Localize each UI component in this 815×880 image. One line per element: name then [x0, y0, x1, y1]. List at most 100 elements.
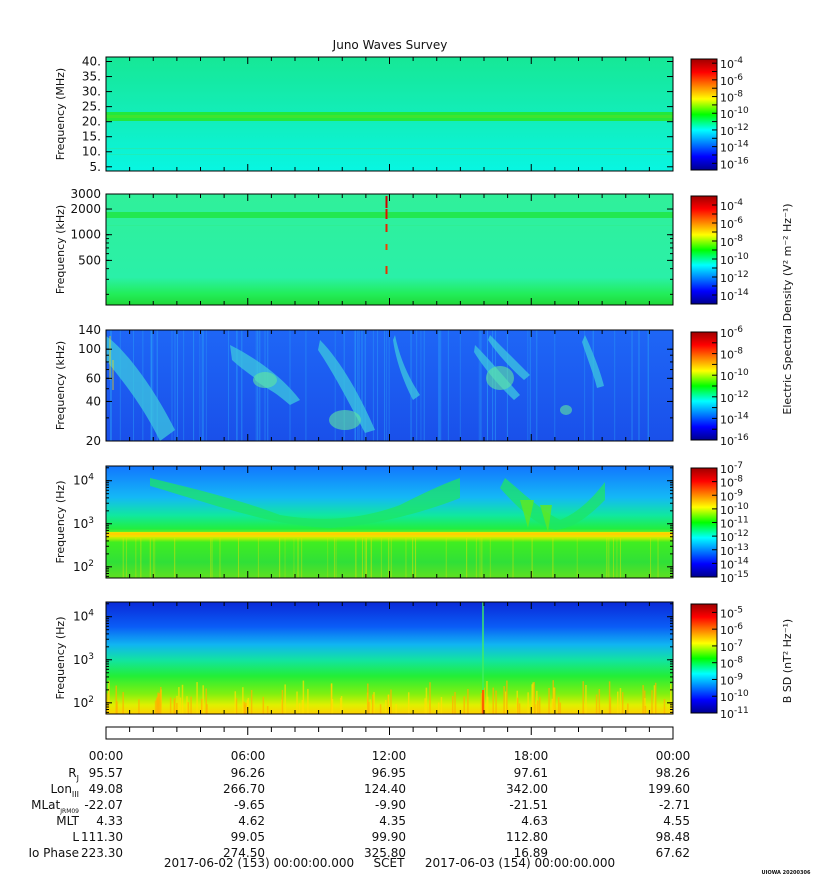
- ephemeris-value: 325.80: [364, 846, 406, 860]
- colorbar-exponent: -16: [734, 433, 749, 443]
- stripe: [125, 538, 127, 578]
- stripe: [592, 330, 594, 441]
- colorbar-label: 10-5: [720, 605, 743, 620]
- colorbar-exponent: -11: [734, 516, 749, 526]
- spike: [407, 692, 410, 714]
- colorbar-exponent: -5: [734, 605, 743, 615]
- spike: [531, 684, 533, 714]
- stripe: [384, 330, 386, 441]
- spike: [440, 697, 443, 714]
- spike: [115, 685, 117, 714]
- y-tick-label: 102: [73, 695, 94, 710]
- y-tick-label: 20.: [82, 115, 101, 129]
- spike: [551, 698, 554, 714]
- stripe: [355, 538, 357, 578]
- stripe: [135, 538, 137, 578]
- spike: [298, 703, 301, 714]
- stripe: [466, 538, 468, 578]
- stripe: [151, 330, 153, 441]
- ephemeris-subscript: J: [76, 774, 79, 783]
- colorbar-exponent: -14: [734, 556, 749, 566]
- colorbar-exponent: -10: [734, 502, 749, 512]
- ephemeris-label: MLatJRM09: [31, 798, 79, 815]
- stripe: [647, 330, 649, 441]
- spike: [553, 687, 555, 714]
- spike: [653, 685, 656, 714]
- y-tick-label: 20: [86, 434, 101, 448]
- stripe: [614, 330, 616, 441]
- spike: [483, 687, 486, 714]
- spike: [302, 680, 305, 714]
- stripe: [584, 330, 586, 441]
- stripe: [201, 330, 203, 441]
- stripe: [486, 330, 488, 441]
- stripe: [447, 330, 449, 441]
- spike: [250, 690, 253, 714]
- stripe: [631, 330, 633, 441]
- colorbar-5-title: B SD (nT² Hz⁻¹): [781, 619, 794, 703]
- colorbar-exponent: -8: [734, 90, 743, 100]
- stripe: [487, 330, 489, 441]
- stripe: [174, 330, 176, 441]
- spike: [108, 680, 110, 714]
- ephemeris-subscript: III: [72, 790, 79, 799]
- colorbar-exponent: -9: [734, 488, 743, 498]
- ephemeris-value: 266.70: [223, 782, 265, 796]
- colorbar-label: 10-8: [720, 656, 743, 671]
- footer-end: 2017-06-03 (154) 00:00:00.000: [425, 856, 615, 870]
- y-tick-label: 104: [73, 473, 94, 488]
- colorbar-label: 10-12: [720, 270, 749, 285]
- colorbar-label: 10-7: [720, 639, 743, 654]
- spike: [339, 697, 342, 714]
- spike: [582, 681, 584, 714]
- ephemeris-value: -21.51: [509, 798, 548, 812]
- spike: [247, 697, 250, 714]
- spike: [187, 702, 190, 714]
- spike: [154, 700, 157, 714]
- spike: [281, 689, 284, 714]
- colorbar-exponent: -14: [734, 140, 749, 150]
- ephemeris-value: 199.60: [648, 782, 690, 796]
- stripes: [122, 538, 659, 578]
- spike: [176, 702, 178, 714]
- y-tick-label: 100: [78, 342, 101, 356]
- colorbar-label: 10-4: [720, 198, 743, 213]
- colorbar-exponent: -10: [734, 252, 749, 262]
- spike: [234, 691, 237, 714]
- ephemeris-value: 342.00: [506, 782, 548, 796]
- stripe: [333, 538, 335, 578]
- y-tick-label: 2000: [70, 202, 101, 216]
- stripe: [327, 538, 329, 578]
- y-tick-label: 60: [86, 371, 101, 385]
- stripe: [255, 330, 257, 441]
- ephemeris-value: 98.26: [656, 766, 690, 780]
- stripe: [284, 538, 286, 578]
- ephemeris-value: 16.89: [514, 846, 548, 860]
- stripe: [293, 538, 295, 578]
- ephemeris-value: 4.55: [663, 814, 690, 828]
- stripe: [489, 538, 491, 578]
- stripe: [416, 330, 418, 441]
- stripe: [361, 330, 363, 441]
- y-tick-label: 40: [86, 394, 101, 408]
- stripe: [650, 538, 652, 578]
- colorbar-label: 10-10: [720, 106, 749, 121]
- spike: [480, 693, 483, 714]
- stripe: [478, 330, 480, 441]
- colorbar-label: 10-8: [720, 234, 743, 249]
- colorbar-exponent: -15: [734, 570, 749, 580]
- stripe: [459, 330, 461, 441]
- y-tick-exponent: 4: [88, 473, 94, 483]
- panel-1-spectrogram: [106, 57, 673, 171]
- y-tick-label: 500: [78, 253, 101, 267]
- spike: [492, 687, 494, 714]
- spike: [158, 693, 161, 714]
- spike: [608, 681, 611, 714]
- stripe: [529, 330, 531, 441]
- ephemeris-value: -22.07: [84, 798, 123, 812]
- stripe: [156, 330, 158, 441]
- stripe: [657, 538, 659, 578]
- colorbar-label: 10-10: [720, 368, 749, 383]
- spike: [387, 694, 390, 714]
- stripe: [480, 330, 482, 441]
